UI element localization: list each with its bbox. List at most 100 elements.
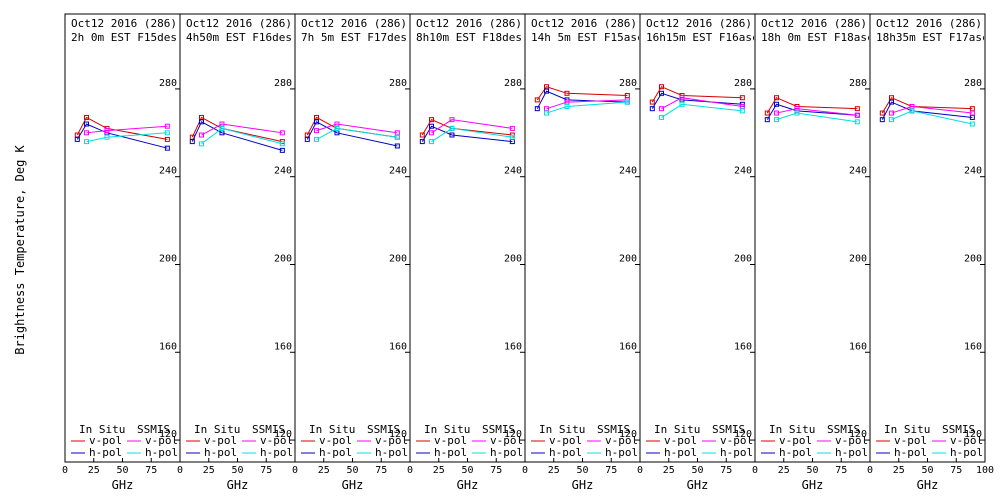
data-point — [564, 90, 570, 96]
data-point — [84, 121, 90, 127]
data-point — [314, 136, 320, 142]
legend-ssmis-hpol-label: h-pol — [835, 446, 868, 459]
y-tick-label: 160 — [734, 341, 752, 352]
data-point — [189, 139, 195, 145]
data-point — [419, 132, 425, 138]
series-line-3 — [661, 97, 743, 110]
x-tick-label: 0 — [292, 465, 298, 476]
legend-ssmis-header: SSMIS — [942, 423, 975, 436]
series-line-4 — [891, 110, 973, 125]
x-tick-label: 25 — [318, 465, 330, 476]
legend-insitu-vpol-label: v-pol — [779, 434, 812, 447]
legend-insitu-hpol-label: h-pol — [204, 446, 237, 459]
y-tick-label: 280 — [849, 78, 867, 89]
legend-insitu-vpol-label: v-pol — [204, 434, 237, 447]
data-point — [164, 130, 170, 136]
legend-ssmis-hpol-label: h-pol — [605, 446, 638, 459]
data-point — [199, 132, 205, 138]
series-line-3 — [891, 105, 973, 114]
x-tick-label: 75 — [375, 465, 387, 476]
legend-insitu-hpol-label: h-pol — [434, 446, 467, 459]
data-point — [624, 99, 630, 105]
y-tick-label: 200 — [504, 253, 522, 264]
data-point — [279, 130, 285, 136]
data-point — [164, 145, 170, 151]
panel-title: Oct12 2016 (286) — [416, 17, 522, 30]
x-axis-label: GHz — [917, 478, 939, 492]
data-point — [739, 108, 745, 114]
panel-titles: Oct12 2016 (286)18h35m EST F17asc — [876, 17, 989, 44]
y-tick-label: 120 — [734, 429, 752, 440]
legend-ssmis-hpol-label: h-pol — [145, 446, 178, 459]
series-line-1 — [881, 97, 973, 114]
y-tick-label: 160 — [274, 341, 292, 352]
legend-ssmis-header: SSMIS — [252, 423, 285, 436]
y-tick-label: 280 — [964, 78, 982, 89]
series-line-2 — [421, 125, 513, 143]
x-axis-label: GHz — [112, 478, 134, 492]
data-point — [764, 110, 770, 116]
y-tick-label: 240 — [504, 166, 522, 177]
panel-subtitle: 16h15m EST F16asc — [646, 31, 759, 44]
data-point — [854, 112, 860, 118]
panel-subtitle: 18h 0m EST F18asc — [761, 31, 874, 44]
series-line-4 — [661, 103, 743, 118]
panel-4: Oct12 2016 (286)8h10m EST F18des 120 160 20… — [407, 13, 526, 492]
y-tick-label: 120 — [964, 429, 982, 440]
legend-insitu-vpol-label: v-pol — [434, 434, 467, 447]
series-line-2 — [766, 103, 858, 120]
data-point — [279, 147, 285, 153]
series-line-3 — [776, 108, 858, 116]
legend-ssmis-hpol-label: h-pol — [490, 446, 523, 459]
legend-insitu-header: In Situ — [884, 423, 930, 436]
legend-ssmis-hpol-label: h-pol — [720, 446, 753, 459]
panel-title: Oct12 2016 (286) — [761, 17, 867, 30]
y-tick-label: 160 — [964, 341, 982, 352]
data-point — [889, 99, 895, 105]
y-tick-label: 120 — [504, 429, 522, 440]
legend-insitu-header: In Situ — [539, 423, 585, 436]
legend-ssmis-hpol-label: h-pol — [950, 446, 983, 459]
x-axis-label: GHz — [342, 478, 364, 492]
data-point — [739, 95, 745, 101]
y-tick-label: 120 — [849, 429, 867, 440]
data-point — [659, 84, 665, 90]
x-tick-label: 75 — [490, 465, 502, 476]
data-point — [854, 106, 860, 112]
legend-ssmis-vpol-label: v-pol — [375, 434, 408, 447]
panel-2: Oct12 2016 (286)4h50m EST F16des 120 160 20… — [177, 13, 296, 492]
data-point — [659, 90, 665, 96]
legend-insitu-hpol-label: h-pol — [894, 446, 927, 459]
y-tick-label: 280 — [504, 78, 522, 89]
series-line-2 — [881, 101, 973, 120]
series-line-4 — [431, 127, 513, 143]
y-tick-label: 280 — [619, 78, 637, 89]
data-point — [429, 130, 435, 136]
panel-title: Oct12 2016 (286) — [531, 17, 637, 30]
panel-subtitle: 8h10m EST F18des — [416, 31, 522, 44]
x-axis-label: GHz — [457, 478, 479, 492]
panel-titles: Oct12 2016 (286)8h10m EST F18des — [416, 17, 522, 44]
data-point — [879, 110, 885, 116]
data-point — [909, 108, 915, 114]
data-point — [419, 139, 425, 145]
panel-subtitle: 18h35m EST F17asc — [876, 31, 989, 44]
data-point — [564, 103, 570, 109]
panel-title: Oct12 2016 (286) — [186, 17, 292, 30]
y-tick-label: 120 — [389, 429, 407, 440]
y-tick-label: 200 — [734, 253, 752, 264]
series-line-1 — [76, 116, 168, 140]
series-line-2 — [76, 123, 168, 149]
y-tick-label: 240 — [274, 166, 292, 177]
legend-insitu-header: In Situ — [424, 423, 470, 436]
y-tick-label: 200 — [389, 253, 407, 264]
series-line-2 — [191, 121, 283, 151]
y-tick-label: 200 — [964, 253, 982, 264]
x-tick-label: 50 — [921, 465, 933, 476]
legend-insitu-vpol-label: v-pol — [319, 434, 352, 447]
panel-8: Oct12 2016 (286)18h35m EST F17asc 120 160 2… — [867, 13, 994, 492]
x-axis-label: GHz — [687, 478, 709, 492]
data-point — [314, 119, 320, 125]
y-tick-label: 200 — [159, 253, 177, 264]
legend-ssmis-header: SSMIS — [827, 423, 860, 436]
